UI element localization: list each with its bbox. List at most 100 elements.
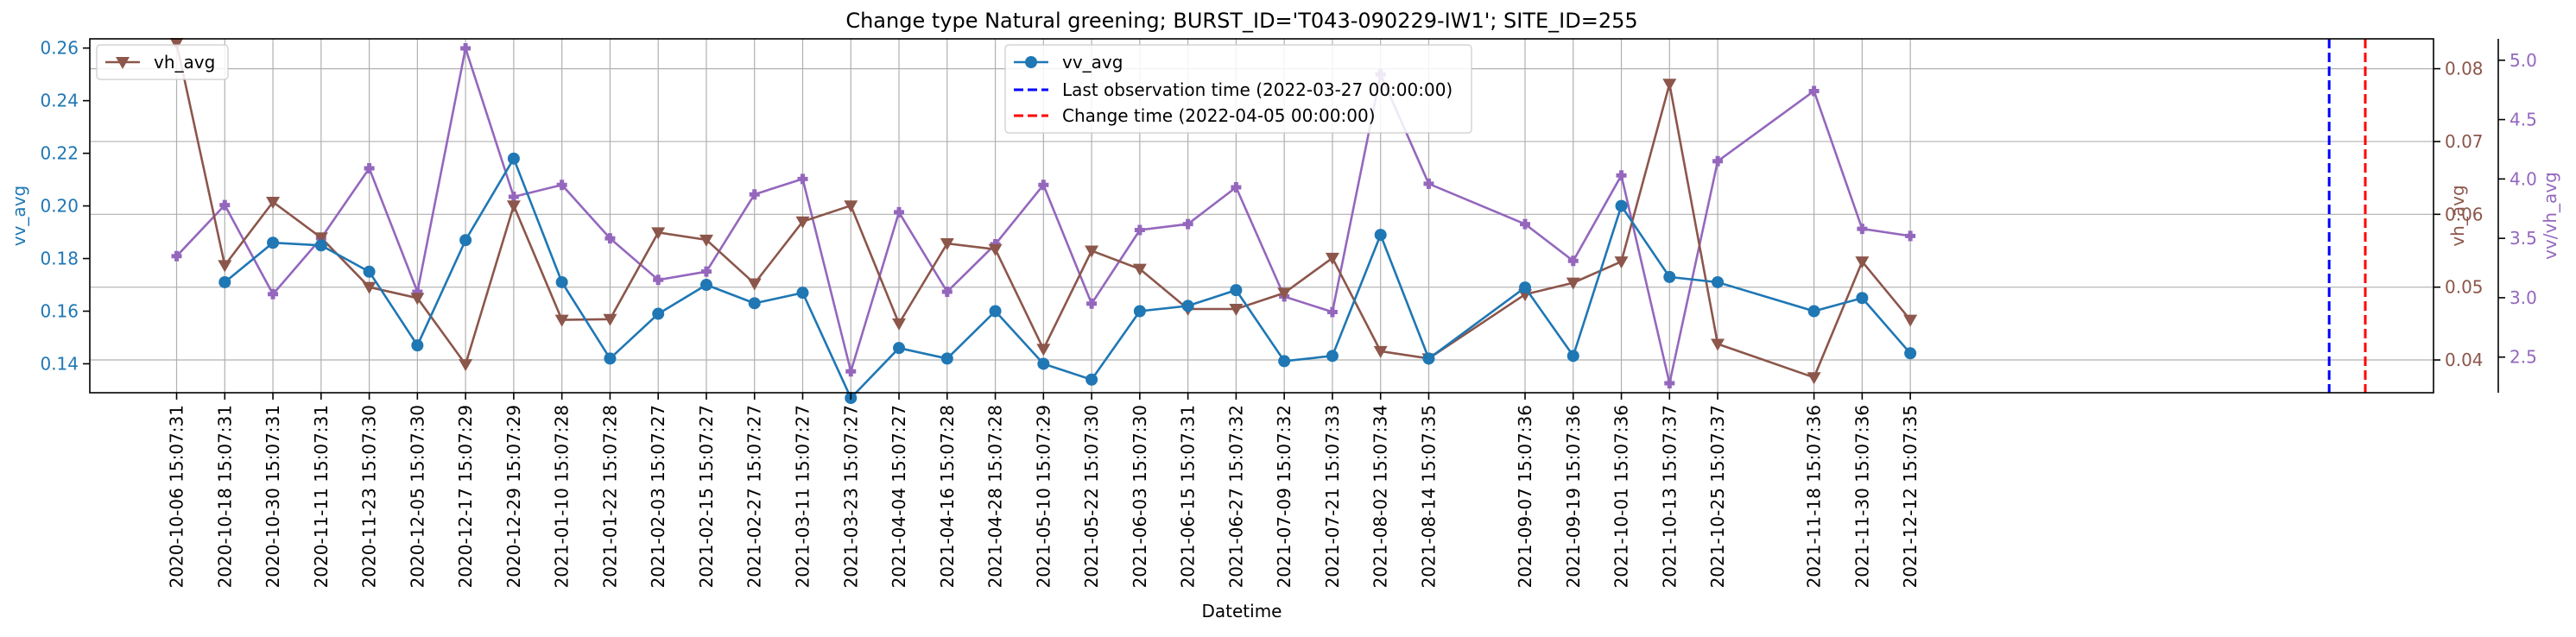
x-axis-tick-label: 2021-09-19 15:07:36	[1563, 405, 1584, 588]
x-axis-tick-label: 2021-06-03 15:07:30	[1130, 405, 1150, 588]
data-point-vv-vh-avg	[1038, 180, 1049, 191]
data-point-vv-avg	[1278, 355, 1291, 368]
data-point-vh-avg	[506, 200, 521, 213]
x-axis-tick-label: 2021-11-30 15:07:36	[1851, 405, 1872, 588]
x-axis-tick-label: 2021-02-03 15:07:27	[648, 405, 668, 588]
data-point-vv-avg	[989, 305, 1002, 318]
right-axis-tick-label: 0.04	[2445, 350, 2484, 370]
data-point-vv-avg	[604, 352, 617, 365]
x-axis-tick-label: 2020-11-23 15:07:30	[359, 405, 380, 588]
right-axis-label: vh_avg	[2447, 185, 2468, 246]
x-axis-tick-label: 2020-10-18 15:07:31	[214, 405, 235, 588]
data-point-vv-avg	[796, 287, 809, 300]
data-point-vv-avg	[1374, 229, 1387, 242]
x-axis-tick-label: 2020-10-30 15:07:31	[263, 405, 283, 588]
left-axis-tick-label: 0.24	[40, 91, 79, 111]
right2-axis-tick-label: 5.0	[2510, 50, 2537, 71]
data-point-vv-avg	[1181, 300, 1194, 312]
legend-entry-vv-avg-swatch-marker	[1025, 56, 1037, 68]
data-point-vv-vh-avg	[1567, 255, 1579, 267]
data-point-vv-avg	[1615, 199, 1628, 212]
right-axis-tick-label: 0.07	[2445, 131, 2484, 152]
data-point-vv-avg	[940, 352, 953, 365]
data-point-vv-vh-avg	[653, 274, 664, 286]
data-point-vv-vh-avg	[1808, 85, 1820, 97]
x-axis-tick-label: 2021-06-27 15:07:32	[1225, 405, 1246, 588]
left-axis-label: vv_avg	[9, 186, 29, 246]
data-point-vh-avg	[1711, 338, 1725, 351]
data-point-vv-avg	[314, 239, 327, 252]
data-point-vv-vh-avg	[941, 287, 953, 298]
data-point-vh-avg	[940, 238, 954, 251]
data-point-vh-avg	[1566, 277, 1580, 290]
right-axis-tick-label: 0.05	[2445, 277, 2484, 298]
plot-frame	[89, 38, 2434, 394]
x-axis-label: Datetime	[1202, 601, 1282, 621]
data-point-vh-avg	[988, 243, 1003, 256]
x-axis-tick-label: 2021-05-22 15:07:30	[1081, 405, 1102, 588]
legend-entry-change-time-label: Change time (2022-04-05 00:00:00)	[1062, 105, 1376, 126]
data-point-vv-avg	[507, 152, 520, 165]
right2-axis-tick-label: 3.0	[2510, 287, 2537, 308]
data-point-vh-avg	[459, 359, 473, 372]
data-point-vh-avg	[1132, 263, 1147, 276]
data-point-vv-avg	[1807, 305, 1820, 318]
data-point-vh-avg	[1903, 314, 1918, 327]
x-axis-tick-label: 2021-08-02 15:07:34	[1370, 405, 1391, 588]
x-axis-tick-label: 2020-10-06 15:07:31	[167, 405, 187, 588]
x-axis-tick-label: 2021-01-10 15:07:28	[552, 405, 573, 588]
x-axis-tick-label: 2021-03-23 15:07:27	[840, 405, 861, 588]
data-point-vv-vh-avg	[797, 173, 808, 185]
data-point-vv-avg	[652, 307, 665, 320]
data-point-vv-vh-avg	[1326, 306, 1338, 318]
data-point-vh-avg	[169, 38, 184, 51]
x-axis-tick-label: 2021-09-07 15:07:36	[1515, 405, 1535, 588]
data-point-vv-vh-avg	[845, 366, 857, 377]
data-point-vh-avg	[1614, 256, 1629, 269]
left-axis-tick-label: 0.14	[40, 353, 79, 374]
data-point-vh-avg	[410, 293, 425, 306]
data-point-vh-avg	[1373, 345, 1388, 358]
data-point-vv-vh-avg	[508, 191, 519, 202]
data-point-vh-avg	[554, 314, 569, 327]
data-point-vh-avg	[1277, 287, 1292, 300]
right2-axis-tick-label: 3.5	[2510, 228, 2537, 249]
data-point-vh-avg	[1085, 245, 1099, 258]
x-axis-tick-label: 2021-11-18 15:07:36	[1804, 405, 1825, 588]
data-point-vh-avg	[362, 281, 377, 294]
data-point-vv-avg	[1566, 350, 1579, 363]
x-axis-tick-label: 2021-04-28 15:07:28	[985, 405, 1006, 588]
data-point-vv-avg	[459, 234, 472, 247]
data-point-vv-vh-avg	[1664, 377, 1675, 388]
data-point-vv-avg	[1904, 347, 1917, 360]
data-point-vv-avg	[1133, 305, 1146, 318]
data-point-vv-avg	[1663, 270, 1676, 283]
data-point-vv-vh-avg	[1182, 218, 1193, 230]
data-point-vv-vh-avg	[1086, 298, 1098, 309]
data-point-vv-vh-avg	[219, 199, 231, 211]
legend-entry-last-observation-label: Last observation time (2022-03-27 00:00:…	[1062, 79, 1453, 100]
right2-axis-tick-label: 2.5	[2510, 347, 2537, 368]
data-point-vv-avg	[267, 237, 280, 249]
left-axis-tick-label: 0.20	[40, 196, 79, 217]
data-point-vv-vh-avg	[749, 189, 760, 200]
data-point-vv-vh-avg	[171, 250, 182, 262]
right2-axis-tick-label: 4.0	[2510, 168, 2537, 189]
data-point-vv-avg	[893, 342, 906, 355]
data-point-vh-avg	[313, 232, 328, 245]
data-point-vv-vh-avg	[460, 43, 472, 54]
right2-axis-tick-label: 4.5	[2510, 110, 2537, 130]
data-point-vv-vh-avg	[1134, 224, 1145, 236]
x-axis-tick-label: 2021-07-21 15:07:33	[1322, 405, 1343, 588]
data-point-vv-avg	[1085, 373, 1098, 386]
data-point-vh-avg	[651, 227, 666, 240]
data-point-vv-avg	[363, 265, 376, 278]
legend-upper-left	[96, 44, 229, 80]
data-point-vv-avg	[1519, 281, 1532, 294]
x-axis-tick-label: 2020-12-17 15:07:29	[455, 405, 476, 588]
legend-upper-center	[1004, 44, 1472, 134]
data-point-vv-avg	[555, 275, 568, 288]
x-axis-tick-label: 2021-01-22 15:07:28	[599, 405, 620, 588]
